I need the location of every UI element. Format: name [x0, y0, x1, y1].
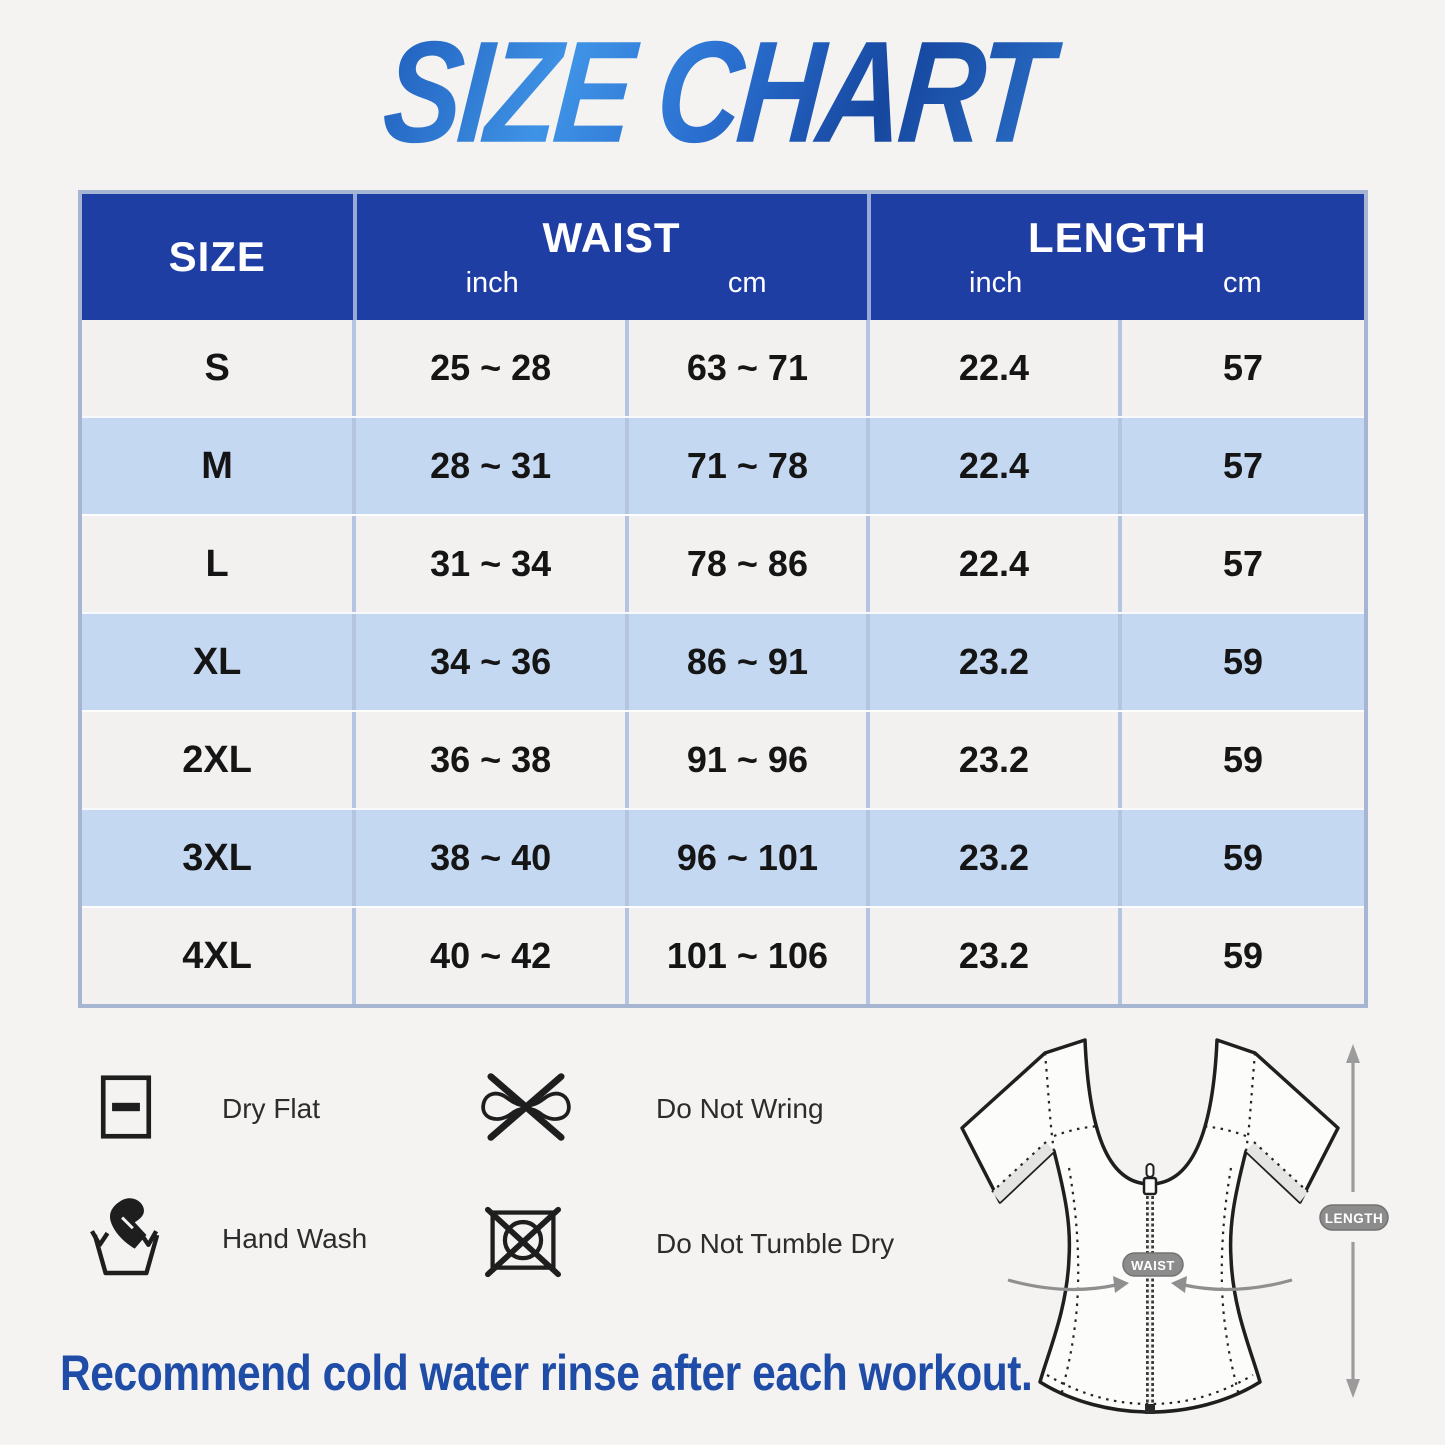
care-label: Hand Wash [222, 1223, 368, 1254]
waist-inch-cell: 28 ~ 31 [352, 418, 625, 514]
length-inch-cell: 22.4 [865, 418, 1118, 514]
waist-inch-cell: 34 ~ 36 [352, 614, 625, 710]
size-cell: S [204, 346, 230, 389]
length-inch-cell: 23.2 [865, 614, 1118, 710]
header-length-group: LENGTH inch cm [866, 194, 1364, 320]
zipper [1142, 1163, 1158, 1414]
length-inch-cell: 22.4 [865, 320, 1118, 416]
care-label: Dry Flat [222, 1093, 320, 1124]
dry-flat-icon [100, 1074, 152, 1145]
care-item-do-not-tumble-dry: Do Not Tumble Dry [484, 1206, 894, 1282]
size-cell: L [205, 542, 229, 585]
length-cm-cell: 59 [1118, 614, 1364, 710]
svg-text:LENGTH: LENGTH [1325, 1211, 1384, 1226]
header-waist-group: WAIST inch cm [352, 194, 867, 320]
waist-badge: WAIST [1122, 1252, 1184, 1277]
care-item-dry-flat: Dry Flat [100, 1074, 320, 1145]
table-header: SIZE WAIST inch cm LENGTH inch cm [82, 194, 1364, 320]
waist-cm-cell: 63 ~ 71 [625, 320, 866, 416]
waist-column-label: WAIST [542, 213, 681, 261]
length-arrow [1346, 1044, 1360, 1398]
waist-cm-unit-label: cm [727, 266, 767, 299]
length-inch-cell: 23.2 [865, 810, 1118, 906]
left-gusset [992, 1142, 1054, 1202]
length-cm-cell: 57 [1118, 418, 1364, 514]
waist-cm-cell: 86 ~ 91 [625, 614, 866, 710]
waist-cm-cell: 78 ~ 86 [625, 516, 866, 612]
table-row: 2XL 36 ~ 38 91 ~ 96 23.2 59 [82, 710, 1364, 808]
hand-wash-icon [90, 1196, 162, 1283]
care-item-do-not-wring: Do Not Wring [476, 1070, 824, 1148]
size-cell: M [201, 444, 233, 487]
care-item-hand-wash: Hand Wash [90, 1196, 368, 1283]
length-column-label: LENGTH [1027, 213, 1207, 261]
waist-cm-cell: 71 ~ 78 [625, 418, 866, 514]
waist-inch-cell: 36 ~ 38 [352, 712, 625, 808]
do-not-tumble-dry-icon [484, 1204, 562, 1285]
size-cell: 4XL [182, 934, 252, 977]
svg-text:WAIST: WAIST [1131, 1258, 1175, 1273]
vest-illustration: WAIST LENGTH [960, 1038, 1389, 1414]
care-label: Do Not Wring [656, 1093, 824, 1124]
length-inch-unit-label: inch [969, 266, 1023, 299]
footer-note: Recommend cold water rinse after each wo… [60, 1345, 1033, 1401]
size-column-label: SIZE [168, 233, 266, 280]
waist-inch-cell: 31 ~ 34 [352, 516, 625, 612]
page-title: SIZE CHART [73, 10, 1359, 175]
length-cm-cell: 57 [1118, 320, 1364, 416]
length-cm-cell: 57 [1118, 516, 1364, 612]
right-gusset [1246, 1142, 1308, 1202]
table-row: XL 34 ~ 36 86 ~ 91 23.2 59 [82, 612, 1364, 710]
length-cm-unit-label: cm [1223, 266, 1262, 299]
waist-cm-cell: 101 ~ 106 [625, 908, 866, 1004]
size-cell: XL [192, 640, 242, 683]
care-label: Do Not Tumble Dry [656, 1228, 895, 1259]
length-badge: LENGTH [1319, 1204, 1389, 1231]
garment-diagram: WAIST LENGTH [950, 1020, 1410, 1445]
waist-inch-cell: 25 ~ 28 [352, 320, 625, 416]
length-cm-cell: 59 [1118, 810, 1364, 906]
waist-inch-cell: 40 ~ 42 [352, 908, 625, 1004]
size-table: SIZE WAIST inch cm LENGTH inch cm S 25 ~… [78, 190, 1368, 1008]
length-inch-cell: 22.4 [865, 516, 1118, 612]
seam-stitches [991, 1052, 1309, 1406]
waist-cm-cell: 96 ~ 101 [625, 810, 866, 906]
waist-inch-unit-label: inch [465, 266, 519, 299]
table-row: L 31 ~ 34 78 ~ 86 22.4 57 [82, 514, 1364, 612]
size-cell: 3XL [182, 836, 252, 879]
table-row: 3XL 38 ~ 40 96 ~ 101 23.2 59 [82, 808, 1364, 906]
table-row: M 28 ~ 31 71 ~ 78 22.4 57 [82, 416, 1364, 514]
waist-arrows [1007, 1276, 1293, 1293]
size-cell: 2XL [182, 738, 252, 781]
length-cm-cell: 59 [1118, 908, 1364, 1004]
length-inch-cell: 23.2 [865, 908, 1118, 1004]
do-not-wring-icon [476, 1068, 576, 1151]
length-inch-cell: 23.2 [865, 712, 1118, 808]
waist-inch-cell: 38 ~ 40 [352, 810, 625, 906]
length-cm-cell: 59 [1118, 712, 1364, 808]
table-row: 4XL 40 ~ 42 101 ~ 106 23.2 59 [82, 906, 1364, 1004]
table-row: S 25 ~ 28 63 ~ 71 22.4 57 [82, 320, 1364, 416]
header-size-cell: SIZE [82, 194, 353, 320]
waist-cm-cell: 91 ~ 96 [625, 712, 866, 808]
